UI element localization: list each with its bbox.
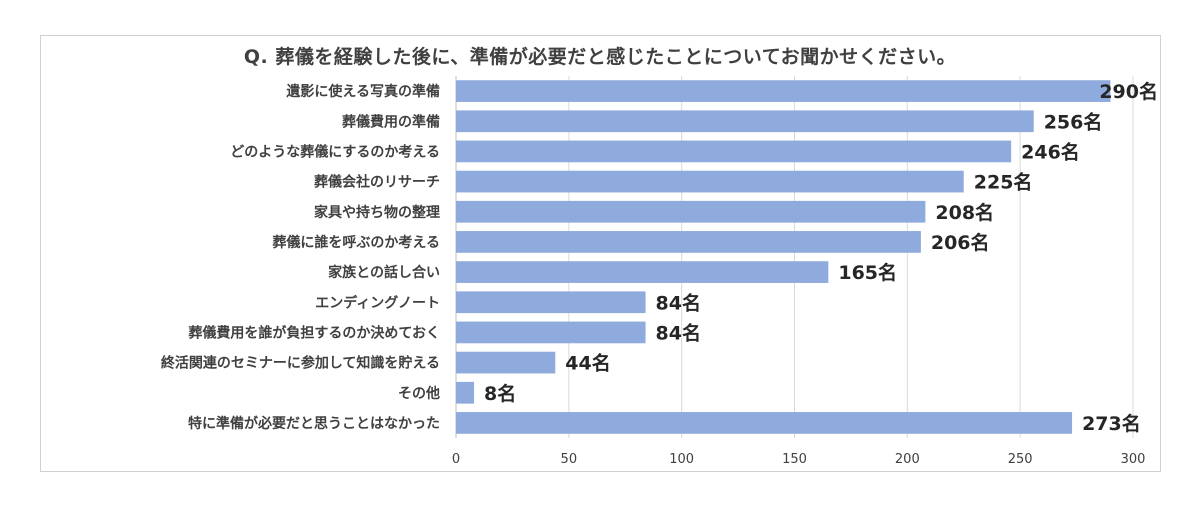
category-label: エンディングノート bbox=[315, 294, 440, 311]
data-label: 246名 bbox=[1021, 140, 1080, 163]
category-label: 家族との話し合い bbox=[328, 264, 440, 281]
category-label: 特に準備が必要だと思うことはなかった bbox=[188, 415, 440, 432]
x-tick-label: 200 bbox=[895, 452, 920, 467]
data-label: 256名 bbox=[1044, 110, 1103, 133]
bar bbox=[456, 80, 1111, 102]
x-tick-label: 0 bbox=[452, 452, 460, 467]
data-label: 208名 bbox=[935, 201, 994, 224]
bar bbox=[456, 291, 646, 314]
category-label: 葬儀費用を誰が負担するのか決めておく bbox=[188, 324, 440, 341]
bar bbox=[456, 231, 921, 253]
category-label: 葬儀会社のリサーチ bbox=[314, 174, 440, 191]
x-tick-label: 100 bbox=[669, 452, 694, 467]
x-tick-label: 50 bbox=[561, 452, 578, 467]
bar bbox=[456, 261, 829, 283]
category-label: 終活関連のセミナーに参加して知識を貯える bbox=[161, 355, 440, 372]
bar bbox=[456, 200, 926, 223]
category-label: 葬儀費用の準備 bbox=[342, 113, 440, 130]
bar bbox=[456, 321, 646, 344]
data-label: 273名 bbox=[1082, 412, 1141, 435]
gridlines bbox=[455, 76, 1134, 438]
data-label: 84名 bbox=[656, 291, 701, 314]
category-label: 葬儀に誰を呼ぶのか考える bbox=[272, 234, 440, 251]
bar bbox=[456, 412, 1073, 434]
bar bbox=[456, 381, 475, 404]
data-label: 84名 bbox=[656, 321, 701, 344]
data-label: 165名 bbox=[838, 261, 897, 284]
x-tick-label: 300 bbox=[1121, 452, 1146, 467]
x-tick-label: 250 bbox=[1008, 452, 1033, 467]
bar bbox=[456, 110, 1034, 133]
bar bbox=[456, 170, 964, 193]
category-label: その他 bbox=[398, 385, 440, 402]
data-label: 290名 bbox=[1099, 80, 1158, 103]
bar bbox=[456, 140, 1012, 163]
data-label: 206名 bbox=[931, 231, 990, 254]
category-label: 家具や持ち物の整理 bbox=[314, 204, 440, 221]
data-label: 8名 bbox=[484, 382, 516, 405]
chart-title: Q. 葬儀を経験した後に、準備が必要だと感じたことについてお聞かせください。 bbox=[243, 46, 957, 68]
category-label: どのような葬儀にするのか考える bbox=[230, 143, 440, 160]
labels: 0 50 100 150 200 250 300 遺影に使える写真の準備 290名葬儀費用の準備… bbox=[161, 80, 1158, 467]
chart-frame bbox=[40, 35, 1161, 472]
data-label: 225名 bbox=[974, 171, 1033, 194]
bar bbox=[456, 351, 556, 374]
bars bbox=[456, 80, 1111, 434]
category-label: 遺影に使える写真の準備 bbox=[286, 83, 440, 100]
x-tick-label: 150 bbox=[782, 452, 807, 467]
data-label: 44名 bbox=[565, 352, 610, 375]
